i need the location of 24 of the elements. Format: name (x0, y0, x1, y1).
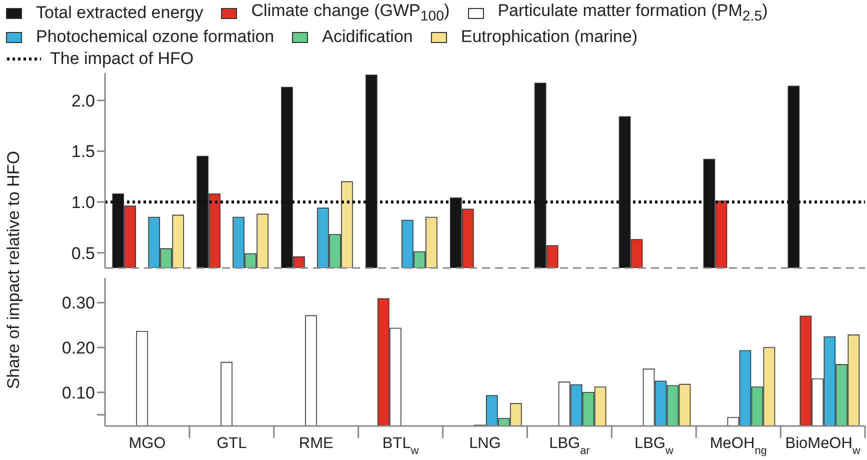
y-tick-label: 0.20 (62, 338, 95, 358)
y-tick-label: 0.5 (71, 244, 95, 263)
x-tick-label: RME (298, 435, 334, 452)
x-tick-label: MGO (128, 435, 166, 452)
y-axis-title: Share of impact relative to HFO (4, 150, 24, 390)
y-tick-label: 1.0 (71, 193, 95, 212)
y-tick-label: 0.10 (62, 383, 95, 402)
x-tick-label: BTL$_{w}$ (382, 435, 419, 457)
legend-label: Climate change (GWP$_{100}$) (251, 1, 450, 25)
legend-label: Acidification (322, 27, 413, 47)
x-tick-label: BioMeOH$_{w}$ (785, 435, 860, 457)
x-tick-label: LBG$_{w}$ (634, 435, 674, 457)
legend-label: The impact of HFO (50, 49, 194, 69)
x-tick-label: GTL (216, 435, 248, 452)
legend-label: Particulate matter formation (PM$_{2.5}$) (498, 1, 768, 25)
x-tick-label: MeOH$_{ng}$ (710, 435, 767, 457)
legend-label: Eutrophication (marine) (460, 27, 638, 47)
x-tick-label: LBG$_{ar}$ (549, 435, 590, 457)
legend-label: Photochemical ozone formation (36, 27, 274, 47)
y-tick-label: 1.5 (71, 142, 95, 162)
legend-label: Total extracted energy (36, 3, 204, 23)
x-tick-label: LNG (469, 435, 501, 452)
y-tick-label: 2.0 (71, 91, 95, 110)
y-tick-label: 0.30 (62, 294, 95, 313)
